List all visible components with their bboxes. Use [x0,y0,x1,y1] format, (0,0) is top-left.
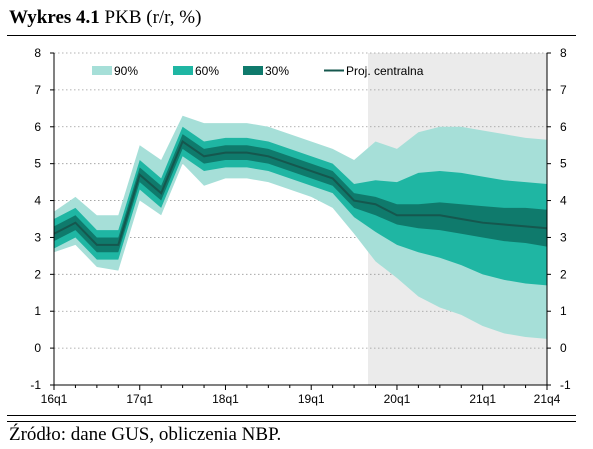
legend: 90% 60% 30% Proj. centralna [92,64,424,78]
x-tick-label: 20q1 [384,392,411,406]
legend-swatch [173,66,193,75]
y-tick-label-right: 2 [560,267,567,281]
band-60 [54,126,547,286]
source-note: Źródło: dane GUS, obliczenia NBP. [9,424,282,445]
y-tick-label-left: -1 [30,378,41,392]
y-tick-label-left: 0 [34,341,41,355]
legend-label: Proj. centralna [346,64,424,78]
x-tick-label: 21q1 [469,392,496,406]
y-tick-label-left: 7 [34,83,41,97]
y-tick-label-left: 1 [34,304,41,318]
source-rule [7,421,576,422]
chart-title: Wykres 4.1 PKB (r/r, %) [9,7,201,29]
x-tick-label: 21q4 [534,392,561,406]
y-tick-label-right: 7 [560,83,567,97]
y-tick-label-right: 4 [560,194,567,208]
y-tick-label-right: 3 [560,230,567,244]
legend-label: 30% [265,64,289,78]
band-30 [54,134,547,253]
y-tick-label-left: 8 [34,46,41,60]
y-tick-label-left: 2 [34,267,41,281]
y-tick-label-right: 1 [560,304,567,318]
y-tick-label-right: 5 [560,157,567,171]
y-tick-label-right: -1 [560,378,571,392]
band-90 [54,115,547,339]
chart-title-rest: PKB (r/r, %) [99,7,202,28]
y-tick-label-left: 6 [34,120,41,134]
x-tick-label: 19q1 [298,392,325,406]
x-tick-label: 18q1 [212,392,239,406]
y-tick-label-left: 5 [34,157,41,171]
y-tick-label-right: 0 [560,341,567,355]
y-tick-label-left: 4 [34,194,41,208]
chart-title-bold: Wykres 4.1 [9,7,100,28]
top-rule [7,35,576,36]
plot-area: -1 -1 0 0 1 1 2 2 3 3 4 4 5 5 6 6 7 7 8 8 16q1 17q1 18q1 19q1 20… [30,46,571,406]
x-tick-label: 17q1 [126,392,153,406]
legend-swatch [243,66,263,75]
legend-label: 60% [195,64,219,78]
bottom-rule [7,415,576,416]
y-tick-label-right: 8 [560,46,567,60]
x-tick-label: 16q1 [41,392,68,406]
y-tick-label-left: 3 [34,230,41,244]
legend-swatch [92,66,112,75]
legend-label: 90% [114,64,138,78]
y-tick-label-right: 6 [560,120,567,134]
central-projection-line [53,140,548,246]
